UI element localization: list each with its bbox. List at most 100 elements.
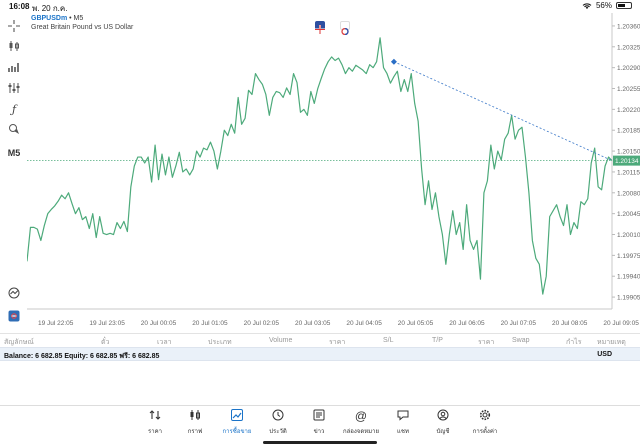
battery-percent: 56%: [595, 1, 612, 10]
positions-header: สัญลักษณ์ ตั๋ว เวลา ประเภท Volume ราคา S…: [0, 333, 640, 348]
balance-text: Balance: 6 682.85 Equity: 6 682.85 ฟรี: …: [4, 353, 160, 360]
time-tick-label: 20 Jul 06:05: [449, 320, 485, 327]
chat-icon: [383, 409, 423, 423]
column-header: Volume: [269, 337, 293, 344]
price-tick-label: 1.20010: [617, 232, 640, 239]
status-bar: 16:08 พ. 20 ก.ค. 56%: [0, 0, 640, 13]
tab-chart[interactable]: กราฟ: [175, 409, 215, 436]
time-tick-label: 20 Jul 02:05: [244, 320, 280, 327]
price-tick-label: 1.19905: [617, 295, 640, 302]
chart-icon: [175, 409, 215, 423]
column-header: กำไร: [566, 339, 582, 346]
tab-trade[interactable]: การซื้อขาย: [217, 409, 257, 436]
objects-icon[interactable]: [4, 121, 24, 137]
one-click-icon[interactable]: [4, 308, 24, 324]
price-tick-label: 1.20185: [617, 128, 640, 135]
tab-label: ราคา: [148, 429, 162, 435]
column-header: สัญลักษณ์: [4, 339, 34, 346]
settings-icon: [465, 409, 505, 423]
home-indicator: [263, 441, 377, 444]
gbp-flag-icon: [315, 21, 325, 34]
column-header: Swap: [512, 337, 530, 344]
symbol-separator: •: [69, 15, 74, 22]
entry-marker: [390, 58, 397, 65]
account-currency: USD: [597, 351, 612, 358]
status-time: 16:08: [9, 2, 30, 11]
column-header: T/P: [432, 337, 443, 344]
trade-line: [393, 61, 613, 161]
symbol-timeframe: M5: [73, 15, 84, 22]
price-tick-label: 1.20220: [617, 107, 640, 114]
tab-chat[interactable]: แชท: [383, 409, 423, 436]
trade-icon: [217, 409, 257, 423]
trade-panel-icon[interactable]: [4, 285, 24, 301]
chart-svg[interactable]: 1.20360 1.20325 1.20290 1.20255 1.20220 1.201…: [26, 13, 640, 333]
current-price-box: [613, 155, 640, 166]
tab-news[interactable]: ข่าว: [299, 409, 339, 436]
price-series-line: [26, 37, 613, 295]
price-tick-label: 1.20325: [617, 44, 640, 51]
chart-type-icon[interactable]: [4, 38, 24, 54]
battery-icon: [616, 2, 632, 9]
price-tick-label: 1.20255: [617, 86, 640, 93]
tab-label: การซื้อขาย: [222, 429, 252, 435]
time-tick-label: 20 Jul 04:05: [346, 320, 382, 327]
tab-account[interactable]: บัญชี: [423, 409, 463, 436]
mail-icon: @: [354, 409, 368, 423]
column-header: เวลา: [157, 339, 172, 346]
price-tick-label: 1.19940: [617, 274, 640, 281]
time-tick-label: 20 Jul 00:05: [141, 320, 177, 327]
function-icon[interactable]: ƒ: [11, 102, 17, 116]
column-header: S/L: [383, 337, 394, 344]
tab-mailbox[interactable]: @ กล่องจดหมาย: [341, 409, 381, 436]
price-tick-label: 1.20150: [617, 149, 640, 156]
symbol-description: Great Britain Pound vs US Dollar: [31, 24, 134, 31]
account-icon: [423, 409, 463, 423]
price-chart[interactable]: 1.20360 1.20325 1.20290 1.20255 1.20220 1.201…: [26, 13, 640, 333]
column-header: ราคา: [329, 339, 346, 346]
tab-settings[interactable]: การตั้งค่า: [465, 409, 505, 436]
price-tick-label: 1.20290: [617, 65, 640, 72]
tab-label: ประวัติ: [269, 429, 287, 435]
time-tick-label: 19 Jul 23:05: [89, 320, 125, 327]
time-tick-label: 20 Jul 07:05: [501, 320, 537, 327]
status-right: 56%: [582, 1, 632, 10]
price-tick-label: 1.20115: [617, 169, 640, 176]
tab-label: ข่าว: [313, 429, 325, 435]
current-price-label: 1.20134: [615, 158, 639, 165]
chart-toolbar: ƒ M5: [0, 13, 27, 333]
usd-flag-icon: [340, 21, 350, 36]
history-icon: [258, 409, 298, 423]
symbol-name: GBPUSDm: [31, 15, 68, 22]
tab-history[interactable]: ประวัติ: [258, 409, 298, 436]
price-tick-label: 1.20045: [617, 211, 640, 218]
price-tick-label: 1.20080: [617, 190, 640, 197]
wifi-icon: [582, 2, 592, 9]
price-tick-label: 1.19975: [617, 253, 640, 260]
tab-quotes[interactable]: ราคา: [135, 409, 175, 436]
news-icon: [299, 409, 339, 423]
price-tick-label: 1.20360: [617, 23, 640, 30]
time-tick-label: 20 Jul 09:05: [603, 320, 639, 327]
column-header: ประเภท: [208, 339, 232, 346]
quotes-icon: [135, 409, 175, 423]
bottom-tab-bar: ราคา กราฟ การซื้อขาย ประวัติ ข่าว @ กล่อ…: [0, 405, 640, 448]
timeframe-button[interactable]: M5: [7, 148, 21, 158]
column-header: ราคา: [478, 339, 495, 346]
time-tick-label: 20 Jul 08:05: [552, 320, 588, 327]
tab-label: กล่องจดหมาย: [342, 429, 380, 435]
settings-sliders-icon[interactable]: [4, 80, 24, 96]
status-date: พ. 20 ก.ค.: [32, 4, 68, 13]
tab-label: แชท: [397, 429, 409, 435]
chart-symbol-label: GBPUSDm • M5: [31, 15, 83, 22]
time-tick-label: 20 Jul 01:05: [192, 320, 228, 327]
indicators-icon[interactable]: [4, 59, 24, 75]
column-header: หมายเหตุ: [597, 339, 626, 346]
time-tick-label: 20 Jul 03:05: [295, 320, 331, 327]
column-header: ตั๋ว: [101, 339, 110, 346]
crosshair-icon[interactable]: [4, 18, 24, 34]
tab-label: กราฟ: [187, 429, 203, 435]
tab-label: บัญชี: [436, 429, 450, 435]
time-tick-label: 20 Jul 05:05: [398, 320, 434, 327]
tab-label: การตั้งค่า: [472, 429, 498, 435]
